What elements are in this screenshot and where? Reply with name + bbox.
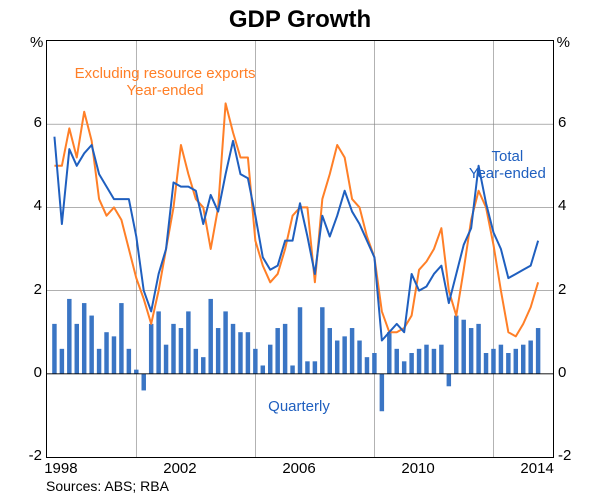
chart-title: GDP Growth bbox=[0, 6, 600, 34]
plot-area bbox=[46, 40, 554, 458]
series-label: TotalYear-ended bbox=[407, 148, 600, 183]
y-tick-left: 4 bbox=[34, 197, 42, 214]
y-tick-left: 2 bbox=[34, 281, 42, 298]
sources-text: Sources: ABS; RBA bbox=[46, 478, 169, 494]
y-tick-left: 6 bbox=[34, 114, 42, 131]
series-label: Excluding resource exportsYear-ended bbox=[65, 65, 265, 100]
x-tick: 2010 bbox=[398, 460, 438, 477]
y-tick-right: 0 bbox=[558, 364, 566, 381]
chart-svg bbox=[47, 41, 553, 457]
x-tick: 2002 bbox=[160, 460, 200, 477]
x-tick: 2014 bbox=[517, 460, 557, 477]
y-tick-left: 0 bbox=[34, 364, 42, 381]
y-unit-right: % bbox=[557, 34, 570, 51]
y-tick-right: 4 bbox=[558, 197, 566, 214]
y-tick-right: 2 bbox=[558, 281, 566, 298]
y-unit-left: % bbox=[30, 34, 43, 51]
x-tick: 2006 bbox=[279, 460, 319, 477]
series-label: Quarterly bbox=[199, 398, 399, 415]
y-tick-right: 6 bbox=[558, 114, 566, 131]
chart-container: GDP Growth % % Sources: ABS; RBA -2-2002… bbox=[0, 0, 600, 501]
y-tick-right: -2 bbox=[558, 447, 571, 464]
x-tick: 1998 bbox=[41, 460, 81, 477]
